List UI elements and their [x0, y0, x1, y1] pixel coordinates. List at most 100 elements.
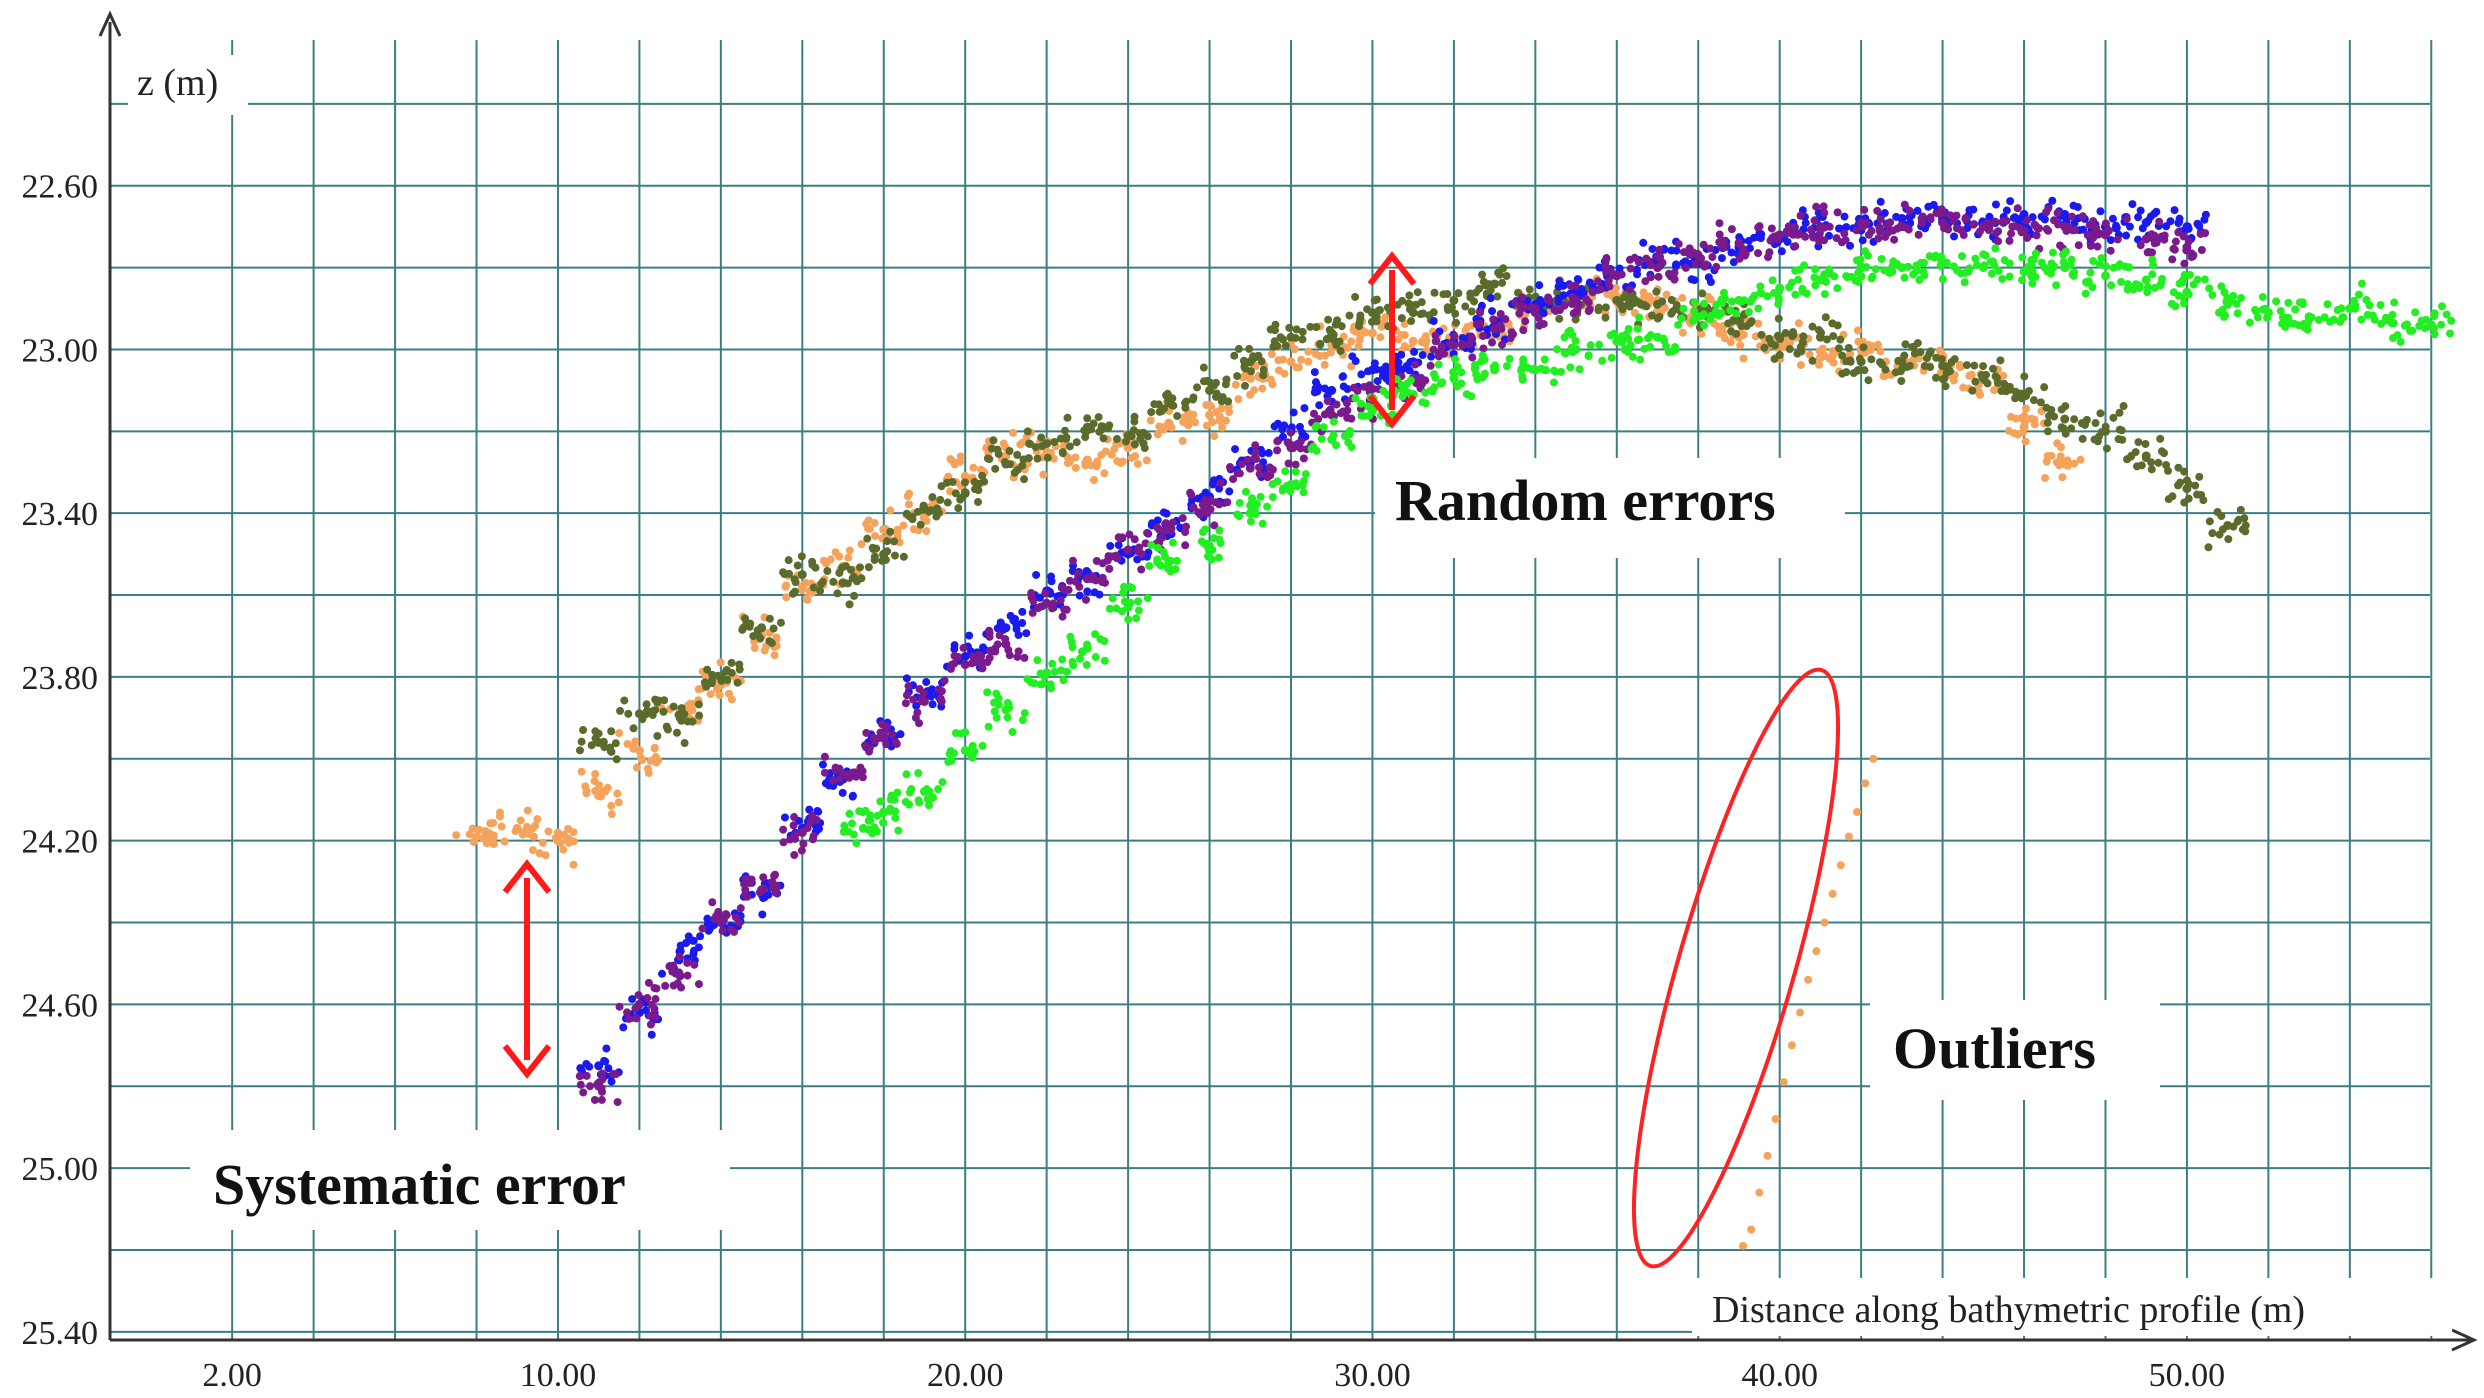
data-point — [2184, 494, 2193, 503]
data-point — [658, 969, 667, 978]
data-point — [2059, 424, 2068, 433]
data-point — [1864, 376, 1873, 385]
data-point — [623, 739, 632, 748]
data-point — [1706, 278, 1715, 287]
data-point — [1950, 355, 1959, 364]
data-point — [1150, 400, 1159, 409]
data-point — [987, 444, 996, 453]
data-point — [2111, 224, 2120, 233]
data-point — [1205, 546, 1214, 555]
data-point — [1092, 556, 1101, 565]
data-point — [1325, 325, 1334, 334]
data-point — [908, 512, 917, 521]
data-point — [1747, 317, 1756, 326]
y-tick-label: 25.00 — [22, 1151, 99, 1188]
data-point — [1274, 356, 1283, 365]
data-point — [2052, 281, 2061, 290]
data-point — [922, 785, 931, 794]
data-point — [1913, 206, 1922, 215]
data-point — [591, 786, 600, 795]
data-point — [1586, 341, 1595, 350]
data-point — [1364, 367, 1373, 376]
data-point — [2078, 212, 2087, 221]
data-point — [2381, 316, 2390, 325]
data-point — [1345, 311, 1354, 320]
data-point — [647, 1000, 656, 1009]
data-point — [1754, 304, 1763, 313]
data-point — [1875, 223, 1884, 232]
data-point — [1130, 535, 1139, 544]
data-point — [1639, 238, 1648, 247]
data-point — [1038, 442, 1047, 451]
data-point — [523, 806, 532, 815]
data-point — [1844, 832, 1853, 841]
data-point — [1817, 328, 1826, 337]
data-point — [1788, 332, 1797, 341]
data-point — [1667, 246, 1676, 255]
y-tick-label: 23.80 — [22, 660, 99, 697]
data-point — [979, 643, 988, 652]
data-point — [1968, 386, 1977, 395]
data-point — [2082, 415, 2091, 424]
data-point — [1408, 336, 1418, 346]
data-point — [782, 581, 791, 590]
data-point — [1139, 428, 1148, 437]
data-point — [605, 743, 614, 752]
data-point — [1142, 456, 1151, 465]
data-point — [597, 1087, 606, 1096]
data-point — [1801, 232, 1810, 241]
data-point — [1517, 304, 1526, 313]
data-point — [1427, 352, 1436, 361]
data-point — [638, 715, 647, 724]
data-point — [857, 540, 866, 549]
data-point — [551, 833, 560, 842]
data-point — [1785, 283, 1794, 292]
data-point — [1018, 607, 1027, 616]
data-point — [2408, 326, 2417, 335]
data-point — [1027, 589, 1036, 598]
data-point — [1553, 345, 1562, 354]
data-point — [801, 578, 810, 587]
data-point — [2070, 268, 2079, 277]
data-point — [1633, 324, 1642, 333]
data-point — [882, 740, 891, 749]
data-point — [992, 713, 1001, 722]
data-point — [2106, 236, 2115, 245]
data-point — [1406, 376, 1415, 385]
data-point — [903, 492, 912, 501]
data-point — [1706, 315, 1715, 324]
data-point — [489, 834, 498, 843]
data-point — [1704, 292, 1713, 301]
data-point — [1775, 350, 1784, 359]
data-point — [1329, 417, 1338, 426]
data-point — [1449, 368, 1458, 377]
data-point — [1088, 572, 1097, 581]
data-point — [680, 739, 689, 748]
data-point — [1125, 530, 1134, 539]
data-point — [1991, 244, 2000, 253]
data-point — [2056, 452, 2065, 461]
data-point — [1820, 208, 1829, 217]
data-point — [933, 504, 942, 513]
data-point — [2237, 293, 2246, 302]
data-point — [1059, 676, 1068, 685]
data-point — [1178, 514, 1187, 523]
data-point — [833, 589, 842, 598]
data-point — [625, 1014, 634, 1023]
data-point — [1998, 274, 2007, 283]
data-point — [1738, 248, 1747, 257]
data-point — [1348, 352, 1357, 361]
data-point — [1750, 291, 1759, 300]
data-point — [1991, 217, 2000, 226]
data-point — [845, 809, 854, 818]
systematic-error-arrow — [502, 859, 552, 1079]
y-tick-label: 25.40 — [22, 1315, 99, 1352]
data-point — [1075, 654, 1084, 663]
random-errors-arrow — [1367, 251, 1417, 429]
data-point — [1013, 652, 1022, 661]
data-point — [1164, 422, 1173, 431]
data-point — [1112, 434, 1121, 443]
data-point — [2052, 458, 2061, 467]
data-point — [1763, 1151, 1772, 1160]
